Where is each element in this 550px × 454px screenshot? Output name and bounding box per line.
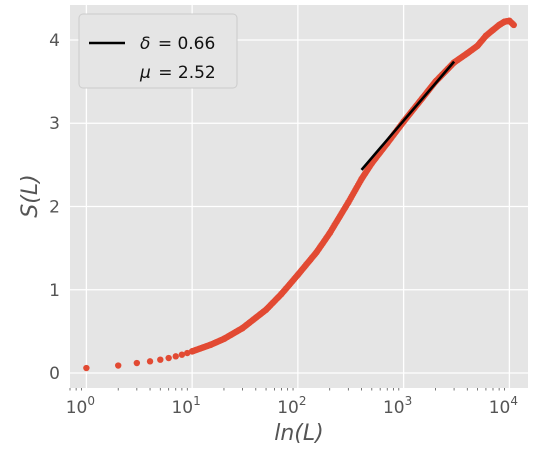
- legend-delta-symbol: δ: [140, 34, 150, 54]
- data-point: [239, 324, 246, 332]
- legend-mu-value: = 2.52: [158, 63, 216, 83]
- x-tick-exponent: 3: [405, 394, 413, 408]
- y-tick-label: 2: [49, 197, 60, 217]
- data-point: [313, 249, 320, 256]
- data-point: [178, 351, 186, 358]
- y-tick-label: 3: [49, 114, 60, 134]
- data-point: [115, 362, 122, 369]
- data-point: [474, 42, 481, 49]
- fit-line: [360, 60, 456, 171]
- legend: δ = 0.66 μ = 2.52: [78, 13, 238, 89]
- y-tick-label: 0: [49, 364, 60, 384]
- data-point: [220, 335, 228, 343]
- x-tick-exponent: 2: [299, 394, 307, 408]
- data-point: [510, 21, 517, 29]
- data-point: [495, 21, 503, 29]
- data-point: [207, 341, 214, 348]
- x-tick-label: 103: [383, 394, 412, 418]
- x-tick-base: 10: [171, 398, 193, 418]
- data-point: [262, 306, 270, 313]
- data-point: [133, 359, 141, 367]
- x-tick-exponent: 0: [87, 394, 95, 408]
- data-point: [326, 229, 333, 237]
- y-tick-label: 1: [49, 281, 60, 301]
- legend-box: [78, 13, 238, 89]
- legend-mu-symbol: μ: [139, 63, 151, 83]
- data-point: [146, 358, 154, 365]
- data-point: [506, 17, 513, 25]
- data-point: [188, 348, 196, 355]
- data-layer: [83, 17, 517, 372]
- grid: [70, 5, 528, 388]
- x-tick-label: 101: [171, 394, 200, 418]
- data-point: [294, 271, 302, 278]
- data-point: [358, 175, 365, 183]
- x-tick-label: 102: [277, 394, 306, 418]
- data-point: [165, 354, 172, 362]
- x-axis-label: ln(L): [274, 421, 323, 446]
- legend-entry-delta: δ = 0.66: [140, 34, 215, 54]
- legend-entry-mu: μ = 2.52: [139, 63, 216, 83]
- x-tick-base: 10: [489, 398, 511, 418]
- data-point: [464, 50, 471, 57]
- data-point: [345, 199, 352, 206]
- data-point: [278, 290, 285, 298]
- data-point: [157, 356, 164, 363]
- x-tick-base: 10: [66, 398, 88, 418]
- data-point: [184, 349, 191, 357]
- legend-delta-value: = 0.66: [158, 34, 216, 54]
- x-tick-exponent: 1: [193, 394, 201, 408]
- data-point: [489, 26, 497, 34]
- data-point: [501, 18, 508, 25]
- data-point: [83, 364, 90, 372]
- x-tick-base: 10: [277, 398, 299, 418]
- x-tick-label: 100: [66, 394, 95, 418]
- data-point: [172, 353, 179, 360]
- x-tick-exponent: 4: [510, 394, 518, 408]
- x-tick-label: 104: [489, 394, 518, 418]
- y-axis-label: S(L): [18, 174, 43, 217]
- y-tick-label: 4: [49, 31, 60, 51]
- x-tick-base: 10: [383, 398, 405, 418]
- data-point: [482, 32, 490, 40]
